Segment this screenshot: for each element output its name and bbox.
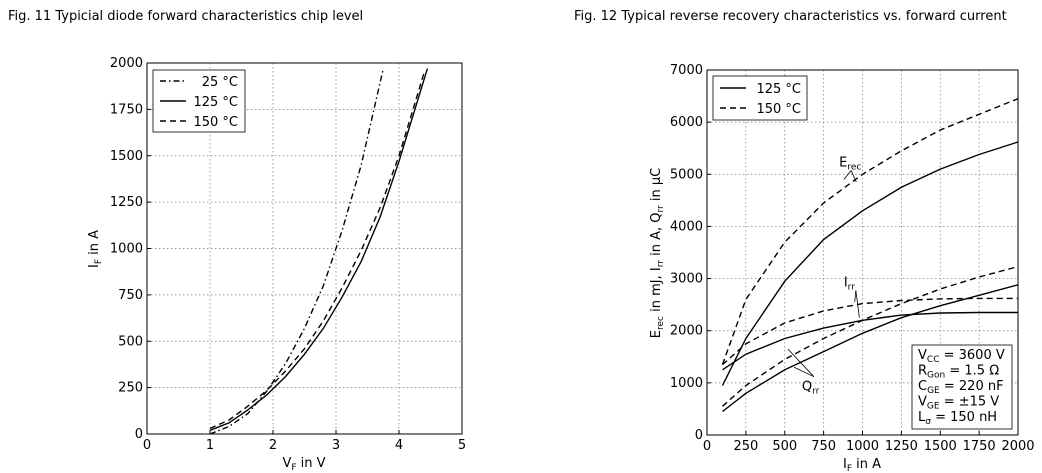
fig12-x-tick-label: 1000 — [846, 439, 879, 454]
fig12-y-tick-label: 7000 — [670, 63, 703, 78]
chart-title-fig11: Fig. 11 Typicial diode forward character… — [8, 9, 364, 24]
fig11-legend-label: 25 °C — [202, 75, 238, 90]
fig12-series-erec-150C — [721, 98, 1019, 365]
fig12-y-axis-label: Erec in mJ, Irr in A, Qrr in µC — [649, 168, 666, 338]
fig12-x-tick-label: 500 — [772, 439, 797, 454]
fig12-x-tick-label: 250 — [733, 439, 758, 454]
fig11-x-tick-label: 2 — [269, 438, 277, 453]
fig11-y-tick-label: 750 — [118, 288, 143, 303]
fig12-legend-label: 125 °C — [756, 82, 801, 97]
fig12-series-qrr-125C — [722, 284, 1019, 413]
fig11-y-tick-label: 500 — [118, 334, 143, 349]
fig11-y-tick-label: 250 — [118, 381, 143, 396]
fig12-series-irr-150C — [722, 297, 1018, 366]
fig12-y-tick-label: 0 — [695, 428, 703, 443]
fig12-condition-line: VGE = ±15 V — [918, 395, 999, 412]
fig12-y-tick-label: 3000 — [670, 272, 703, 287]
fig12-annotation-irr: Irr — [844, 275, 855, 292]
fig11-series-150C — [209, 72, 425, 430]
fig11-x-tick-label: 5 — [458, 438, 466, 453]
fig12-annotation-pointer — [793, 366, 815, 378]
fig12-annotation-pointer — [787, 348, 815, 377]
fig11-y-tick-label: 0 — [135, 427, 143, 442]
fig12-y-tick-label: 4000 — [670, 219, 703, 234]
fig12-condition-line: RGon = 1.5 Ω — [918, 364, 999, 381]
fig12-series-erec-125C — [721, 141, 1019, 386]
fig11-y-tick-label: 1750 — [110, 102, 143, 117]
fig11-legend-label: 150 °C — [193, 115, 238, 130]
fig12-y-tick-label: 6000 — [670, 115, 703, 130]
chart-title-fig12: Fig. 12 Typical reverse recovery charact… — [574, 9, 1007, 24]
fig11-y-tick-label: 1500 — [110, 149, 143, 164]
fig12-x-axis-label: IF in A — [843, 457, 881, 473]
fig11-y-tick-label: 2000 — [110, 56, 143, 71]
fig12-y-tick-label: 1000 — [670, 376, 703, 391]
fig12-legend — [712, 75, 808, 121]
fig12-x-tick-label: 750 — [811, 439, 836, 454]
fig11-x-tick-label: 0 — [143, 438, 151, 453]
fig12-annotation-pointer — [843, 170, 852, 180]
fig11-y-axis-label: IF in A — [87, 230, 104, 268]
fig12-condition-line: Lσ = 150 nH — [918, 410, 997, 427]
fig11-series-25C — [209, 68, 384, 435]
fig12-annotation-erec: Erec — [839, 155, 861, 172]
fig12-annotation-pointer — [850, 170, 857, 183]
fig12-x-tick-label: 1250 — [885, 439, 918, 454]
fig12-plot-frame — [706, 69, 1019, 436]
fig11-legend-label: 125 °C — [193, 95, 238, 110]
fig11-x-tick-label: 1 — [206, 438, 214, 453]
fig11-x-tick-label: 3 — [332, 438, 340, 453]
fig12-legend-label: 150 °C — [756, 102, 801, 117]
fig12-x-tick-label: 2000 — [1001, 439, 1034, 454]
fig11-plot-frame — [146, 62, 463, 435]
fig12-annotation-pointer — [854, 290, 857, 303]
fig12-x-tick-label: 0 — [703, 439, 711, 454]
fig11-x-axis-label: VF in V — [282, 456, 325, 473]
fig12-x-tick-label: 1750 — [963, 439, 996, 454]
fig12-y-tick-label: 5000 — [670, 167, 703, 182]
fig12-y-tick-label: 2000 — [670, 324, 703, 339]
fig11-x-tick-label: 4 — [395, 438, 403, 453]
fig12-annotation-qrr: Qrr — [802, 380, 820, 397]
fig12-annotation-pointer — [855, 290, 860, 318]
fig12-conditions-box — [911, 344, 1013, 430]
fig12-condition-line: CGE = 220 nF — [918, 379, 1004, 396]
fig12-condition-line: VCC = 3600 V — [918, 348, 1005, 365]
fig11-y-tick-label: 1000 — [110, 242, 143, 257]
fig12-series-qrr-150C — [722, 265, 1019, 407]
fig12-x-tick-label: 1500 — [924, 439, 957, 454]
fig11-y-tick-label: 1250 — [110, 195, 143, 210]
fig11-series-125C — [209, 68, 429, 431]
